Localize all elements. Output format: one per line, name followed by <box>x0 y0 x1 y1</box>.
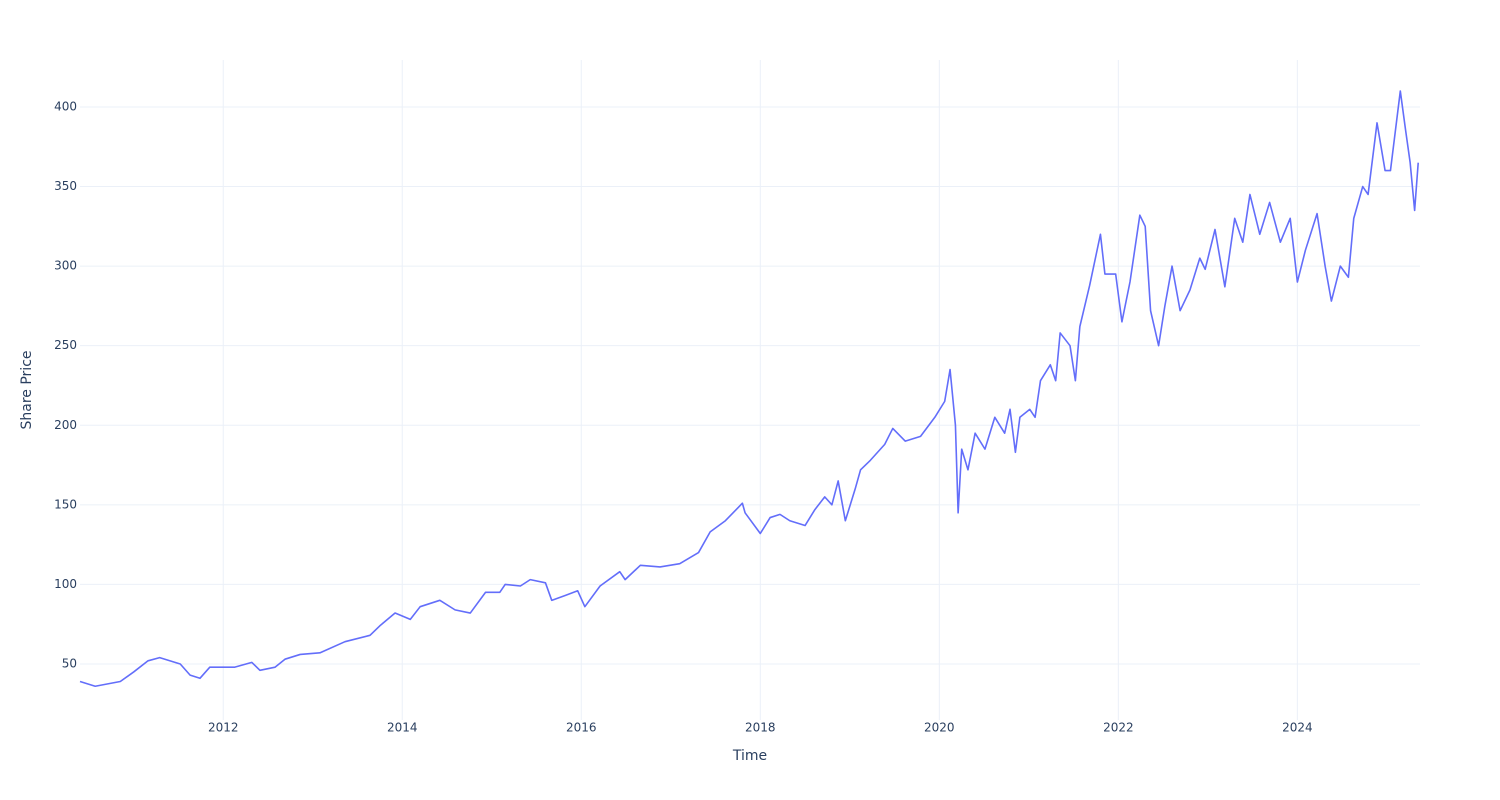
y-tick-label: 50 <box>62 656 77 670</box>
x-axis-title: Time <box>732 748 767 764</box>
y-tick-label: 100 <box>54 577 77 591</box>
y-axis-title: Share Price <box>19 350 35 429</box>
y-tick-label: 150 <box>54 497 77 511</box>
x-tick-label: 2014 <box>387 721 418 735</box>
x-tick-label: 2020 <box>924 721 955 735</box>
x-tick-label: 2022 <box>1103 721 1134 735</box>
y-tick-label: 300 <box>54 259 77 273</box>
y-tick-label: 400 <box>54 99 77 113</box>
x-tick-label: 2012 <box>208 721 239 735</box>
price-line <box>79 90 1420 688</box>
x-tick-label: 2016 <box>566 721 597 735</box>
y-tick-label: 350 <box>54 179 77 193</box>
x-tick-label: 2018 <box>745 721 776 735</box>
y-tick-label: 250 <box>54 338 77 352</box>
y-tick-label: 200 <box>54 418 77 432</box>
x-tick-label: 2024 <box>1282 721 1313 735</box>
